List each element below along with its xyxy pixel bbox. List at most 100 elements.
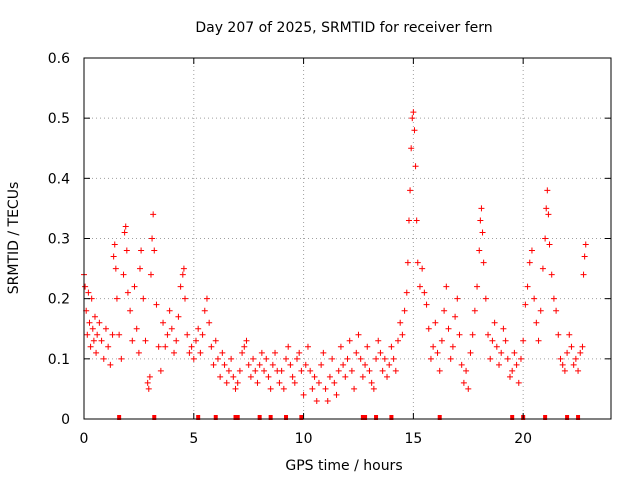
data-point — [410, 109, 417, 116]
data-point — [419, 265, 426, 272]
gap-marker — [576, 415, 581, 420]
data-point — [326, 373, 333, 380]
data-point — [93, 349, 100, 356]
data-point — [364, 343, 371, 350]
data-point — [267, 385, 274, 392]
y-tick-label: 0 — [61, 412, 70, 428]
data-point — [384, 373, 391, 380]
data-point — [463, 367, 470, 374]
data-point — [296, 349, 303, 356]
data-point — [520, 337, 527, 344]
data-point — [100, 355, 107, 362]
data-point — [411, 127, 418, 134]
data-point — [580, 271, 587, 278]
data-point — [320, 349, 327, 356]
data-point — [568, 343, 575, 350]
y-tick-label: 0.2 — [48, 292, 70, 308]
data-point — [425, 325, 432, 332]
data-point — [180, 265, 187, 272]
data-point — [522, 301, 529, 308]
data-point — [445, 325, 452, 332]
data-point — [524, 283, 531, 290]
gap-marker — [268, 415, 273, 420]
gap-marker — [233, 415, 238, 420]
gap-marker — [363, 415, 368, 420]
data-point — [542, 235, 549, 242]
data-point — [90, 337, 97, 344]
data-point — [98, 337, 105, 344]
data-point — [474, 283, 481, 290]
data-point — [280, 385, 287, 392]
data-point — [102, 325, 109, 332]
data-point — [140, 295, 147, 302]
data-point — [329, 355, 336, 362]
data-point — [386, 361, 393, 368]
data-point — [111, 241, 118, 248]
data-point — [476, 247, 483, 254]
data-point — [311, 373, 318, 380]
data-point — [304, 343, 311, 350]
data-point — [206, 319, 213, 326]
data-point — [572, 355, 579, 362]
gap-marker — [543, 415, 548, 420]
data-point — [545, 211, 552, 218]
data-point — [182, 295, 189, 302]
data-point — [399, 331, 406, 338]
data-point — [144, 379, 151, 386]
data-point — [421, 289, 428, 296]
data-point — [403, 289, 410, 296]
data-point — [171, 349, 178, 356]
data-point — [241, 343, 248, 350]
data-point — [254, 379, 261, 386]
data-point — [214, 355, 221, 362]
data-point — [272, 349, 279, 356]
data-point — [149, 235, 156, 242]
data-point — [373, 355, 380, 362]
data-point — [315, 379, 322, 386]
data-point — [414, 259, 421, 266]
gap-marker — [389, 415, 394, 420]
data-point — [515, 379, 522, 386]
data-point — [533, 319, 540, 326]
data-point — [480, 259, 487, 266]
data-point — [287, 361, 294, 368]
data-point — [223, 379, 230, 386]
data-point — [469, 331, 476, 338]
data-point — [570, 361, 577, 368]
data-point — [210, 361, 217, 368]
y-tick-label: 0.5 — [48, 111, 70, 127]
data-point — [96, 319, 103, 326]
data-point — [291, 379, 298, 386]
grid — [84, 58, 611, 419]
data-point — [502, 337, 509, 344]
data-point — [289, 373, 296, 380]
data-point — [160, 319, 167, 326]
data-point — [443, 283, 450, 290]
data-point — [164, 331, 171, 338]
x-tick-label: 5 — [189, 431, 198, 447]
data-point — [348, 367, 355, 374]
data-point — [234, 379, 241, 386]
gap-marker — [196, 415, 201, 420]
data-point — [381, 355, 388, 362]
data-point — [87, 343, 94, 350]
data-point — [138, 247, 145, 254]
data-point — [147, 271, 154, 278]
data-point — [151, 247, 158, 254]
data-point — [91, 313, 98, 320]
data-point — [307, 367, 314, 374]
data-point — [322, 385, 329, 392]
data-point — [300, 391, 307, 398]
data-point — [188, 343, 195, 350]
data-point — [559, 361, 566, 368]
data-point — [413, 217, 420, 224]
data-point — [142, 337, 149, 344]
data-point — [344, 355, 351, 362]
data-point — [105, 343, 112, 350]
data-point — [168, 325, 175, 332]
data-point — [82, 283, 89, 290]
gap-marker — [152, 415, 157, 420]
data-point — [377, 349, 384, 356]
data-point — [197, 349, 204, 356]
